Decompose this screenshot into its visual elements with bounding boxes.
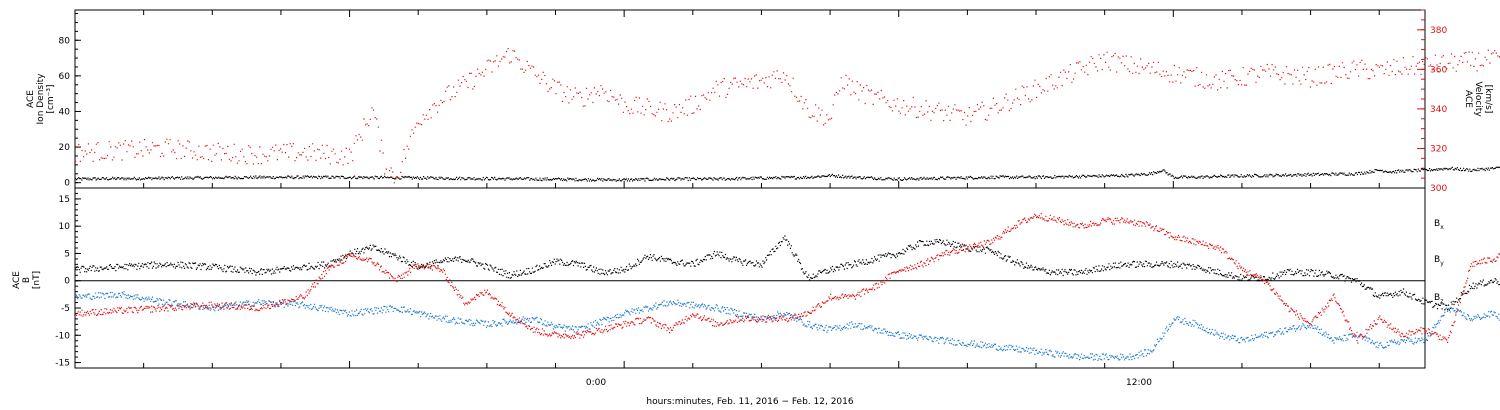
top-series-density-dots [75,166,1500,182]
top-left-tick-label-1: 20 [59,143,71,153]
legend-bz: Bz [1434,293,1443,305]
bottom-series-bz-dots [75,213,1500,344]
legend-bx: Bx [1434,219,1444,231]
bottom-left-label-line3: [nT] [32,271,42,289]
bottom-series-group [75,213,1500,361]
top-panel-frame [74,9,1426,189]
legend: Bx By Bz [1434,219,1444,305]
bottom-left-ticks: -15 -10 -5 0 5 10 15 [55,192,81,369]
bottom-left-label-line1: ACE [12,271,22,289]
top-right-tick-label-2: 340 [1430,105,1447,115]
top-right-label-line1: ACE [1463,90,1473,108]
top-left-label-line1: ACE [26,90,36,108]
top-right-ticks: 300 320 340 360 380 [1417,9,1447,194]
bottom-left-tick-label-2: -5 [61,304,70,314]
bottom-panel-frame [74,187,1426,369]
bottom-left-tick-label-5: 10 [59,222,71,232]
bottom-left-tick-label-1: -10 [55,331,70,341]
top-left-tick-label-3: 60 [59,72,71,82]
bottom-series-bx-dots [75,235,1500,311]
top-panel: 0 20 40 60 80 300 320 340 360 380 ACE Ion Densit… [26,9,1500,194]
bottom-left-tick-label-4: 5 [64,249,70,259]
bottom-left-tick-label-0: -15 [55,359,70,369]
x-axis-tick-1200: 12:00 [1126,378,1152,388]
bottom-left-label-line2: B [22,277,32,283]
top-right-tick-label-3: 360 [1430,65,1447,75]
top-right-tick-label-4: 380 [1430,26,1447,36]
bottom-left-tick-label-3: 0 [64,277,70,287]
legend-by: By [1434,255,1444,267]
top-series-velocity-dots [75,48,1500,184]
top-left-tick-label-4: 80 [59,36,71,46]
top-left-ticks: 0 20 40 60 80 [59,13,81,189]
top-right-label-line2: Velocity [1473,81,1483,117]
top-left-tick-label-2: 40 [59,107,71,117]
bottom-left-tick-label-6: 15 [59,195,70,205]
x-axis [143,10,1380,368]
top-left-label-line3: [cm⁻³] [46,84,56,113]
bottom-series-by-dots [75,291,1500,361]
top-right-label-line3: [km/s] [1483,85,1493,114]
bottom-panel: -15 -10 -5 0 5 10 15 ACE B [nT] Bx By Bz [12,187,1500,369]
top-left-label-line2: Ion Density [36,73,46,125]
x-axis-label: hours:minutes, Feb. 11, 2016 − Feb. 12, … [646,397,853,407]
x-axis-tick-0000: 0:00 [586,378,606,388]
top-series-group [75,48,1500,184]
top-right-tick-label-1: 320 [1430,144,1447,154]
top-right-tick-label-0: 300 [1430,184,1447,194]
top-left-tick-label-0: 0 [64,179,70,189]
